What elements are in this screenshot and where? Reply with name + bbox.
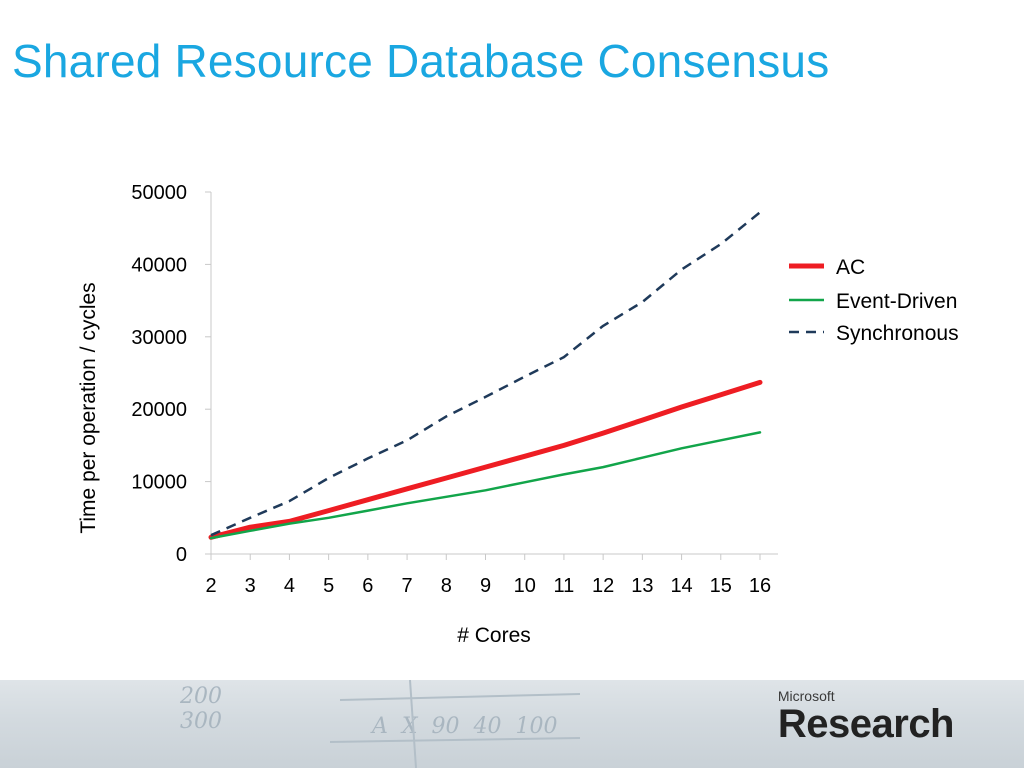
x-tick-label: 9 bbox=[480, 575, 491, 597]
x-tick-label: 12 bbox=[592, 575, 614, 597]
y-tick-label: 40000 bbox=[131, 254, 187, 276]
x-tick-label: 14 bbox=[670, 575, 692, 597]
y-tick-label: 30000 bbox=[131, 327, 187, 349]
legend-label: AC bbox=[836, 256, 865, 279]
x-tick-label: 2 bbox=[205, 575, 216, 597]
legend-label: Event-Driven bbox=[836, 290, 957, 313]
x-tick-label: 10 bbox=[514, 575, 536, 597]
chart-series bbox=[208, 211, 763, 540]
background-grid-lines bbox=[330, 680, 581, 768]
x-axis-label: # Cores bbox=[457, 624, 531, 647]
series-line-ac bbox=[208, 379, 763, 540]
x-tick-label: 16 bbox=[749, 575, 771, 597]
chart-legend: AC Event-Driven Synchronous bbox=[789, 256, 959, 345]
logo-line1: Microsoft bbox=[777, 688, 835, 704]
y-tick-labels: 0 10000 20000 30000 40000 50000 bbox=[131, 182, 187, 566]
x-tick-label: 3 bbox=[245, 575, 256, 597]
y-tick-label: 0 bbox=[176, 544, 187, 566]
microsoft-research-logo: Microsoft Research bbox=[777, 688, 955, 746]
slide-title: Shared Resource Database Consensus bbox=[12, 35, 830, 87]
x-tick-label: 7 bbox=[402, 575, 413, 597]
chart-axes bbox=[205, 191, 778, 560]
y-tick-label: 20000 bbox=[131, 399, 187, 421]
legend-label: Synchronous bbox=[836, 322, 959, 345]
footer-banner: 200 300 A X 90 40 100 Microsoft Research bbox=[0, 680, 1024, 768]
x-tick-label: 11 bbox=[554, 575, 575, 597]
x-tick-label: 13 bbox=[631, 575, 653, 597]
series-line-synchronous bbox=[210, 211, 761, 537]
y-axis-label: Time per operation / cycles bbox=[77, 282, 100, 533]
x-tick-label: 4 bbox=[284, 575, 295, 597]
y-tick-label: 10000 bbox=[131, 472, 187, 494]
x-tick-label: 8 bbox=[441, 575, 452, 597]
x-tick-label: 6 bbox=[362, 575, 373, 597]
series-line-event-driven bbox=[209, 431, 762, 540]
x-tick-label: 5 bbox=[323, 575, 334, 597]
background-scribble: A X 90 40 100 bbox=[372, 714, 558, 739]
line-chart: 0 10000 20000 30000 40000 50000 2 3 4 5 6 7 8 9 10 11 1… bbox=[77, 182, 959, 647]
background-scribble: 200 300 bbox=[180, 684, 222, 734]
y-tick-label: 50000 bbox=[131, 182, 187, 204]
x-tick-labels: 2 3 4 5 6 7 8 9 10 11 12 13 14 15 16 bbox=[205, 575, 771, 597]
logo-line2: Research bbox=[777, 702, 955, 746]
x-tick-label: 15 bbox=[710, 575, 732, 597]
